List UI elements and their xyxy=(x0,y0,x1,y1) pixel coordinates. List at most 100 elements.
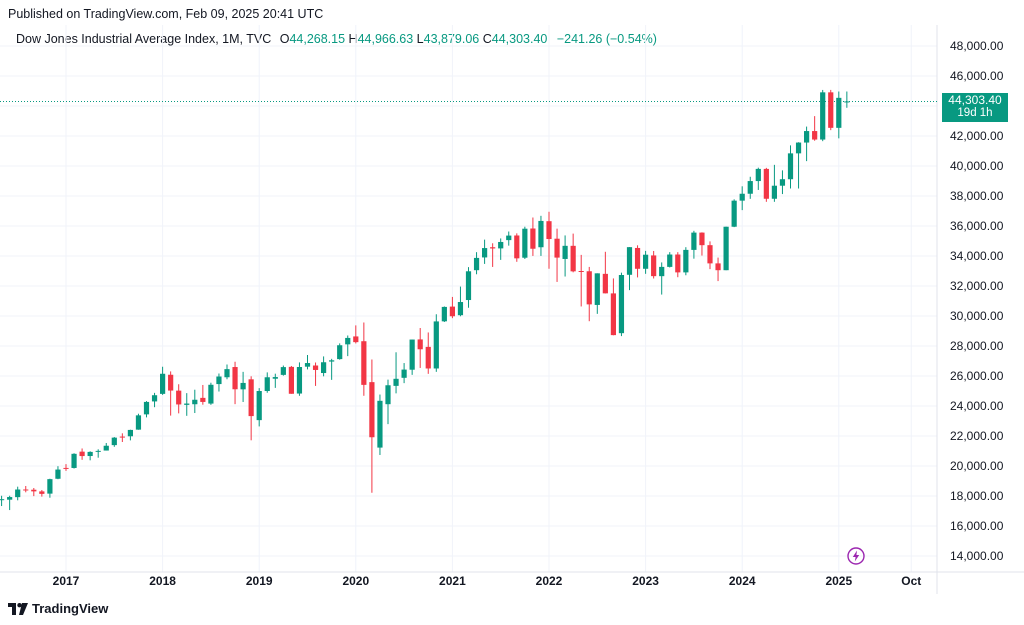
candle xyxy=(176,384,182,414)
candle xyxy=(280,365,286,376)
candle xyxy=(168,371,174,416)
candle xyxy=(87,451,93,461)
legend-change: −241.26 (−0.54%) xyxy=(556,32,657,46)
candle xyxy=(731,199,737,228)
candle xyxy=(610,278,616,336)
candle xyxy=(103,442,109,451)
candle-body xyxy=(232,367,238,390)
candle-body xyxy=(812,131,818,140)
candle-body xyxy=(473,257,480,271)
candle-body xyxy=(15,489,21,498)
candle xyxy=(417,328,423,368)
candle xyxy=(353,325,359,344)
candle-body xyxy=(465,271,472,301)
candle-body xyxy=(715,263,721,271)
candle xyxy=(651,250,657,279)
candle xyxy=(763,167,769,202)
candle-body xyxy=(47,479,53,494)
candle-body xyxy=(329,360,335,362)
x-tick-label: 2022 xyxy=(536,574,563,588)
candle xyxy=(667,252,673,268)
published-header: Published on TradingView.com, Feb 09, 20… xyxy=(8,7,324,21)
candle xyxy=(55,466,61,480)
candle-body xyxy=(200,397,206,402)
lightning-bolt-icon[interactable] xyxy=(847,547,865,565)
candle xyxy=(530,217,536,256)
candle xyxy=(643,250,649,274)
candle xyxy=(272,373,278,388)
candle-body xyxy=(634,247,641,269)
candle xyxy=(31,487,37,497)
x-tick-label: 2021 xyxy=(439,574,466,588)
candle-body xyxy=(176,390,182,405)
candle-body xyxy=(119,436,125,438)
y-tick-label: 42,000.00 xyxy=(950,129,1004,143)
x-tick-label: 2023 xyxy=(632,574,659,588)
candle xyxy=(659,262,665,295)
candle xyxy=(312,362,319,386)
candle-body xyxy=(127,429,133,437)
candle-body xyxy=(39,491,45,494)
candle xyxy=(216,373,222,392)
candle xyxy=(804,126,810,162)
candle xyxy=(409,339,415,375)
candle-body xyxy=(240,382,246,390)
candle xyxy=(127,429,133,441)
candle xyxy=(618,272,625,337)
candle-body xyxy=(433,321,439,369)
candle xyxy=(498,238,504,260)
candle-body xyxy=(449,306,455,317)
chart-legend: Dow Jones Industrial Average Index, 1M, … xyxy=(16,32,657,46)
candle-body xyxy=(345,337,351,345)
y-tick-label: 14,000.00 xyxy=(950,549,1004,563)
candle-body xyxy=(361,341,367,385)
candle-body xyxy=(659,266,665,277)
candle xyxy=(119,433,125,442)
candle xyxy=(812,116,818,141)
candle-body xyxy=(667,254,673,267)
candle xyxy=(755,167,761,190)
y-tick-label: 30,000.00 xyxy=(950,309,1004,323)
candle xyxy=(506,231,512,246)
candle-body xyxy=(699,232,705,246)
candle-body xyxy=(844,101,850,103)
candle-body xyxy=(417,339,423,350)
candle-body xyxy=(312,365,319,370)
candle-body xyxy=(393,378,399,386)
candle-body xyxy=(530,228,536,249)
candle-body xyxy=(651,255,657,277)
candle-body xyxy=(288,366,294,394)
candle xyxy=(79,448,85,460)
candle xyxy=(200,384,206,405)
candle xyxy=(441,306,447,322)
candle xyxy=(465,267,472,308)
candle-body xyxy=(321,362,327,374)
candle xyxy=(691,230,697,259)
candle-body xyxy=(369,382,375,438)
candle xyxy=(820,89,826,142)
candle xyxy=(538,215,544,256)
candle-body xyxy=(546,221,552,240)
candle xyxy=(111,437,117,447)
candle xyxy=(151,392,158,408)
candle-body xyxy=(248,379,254,417)
candle-body xyxy=(71,453,77,468)
candle-body xyxy=(723,226,729,271)
tradingview-brand[interactable]: TradingView xyxy=(8,601,108,616)
candle xyxy=(296,362,303,396)
candle xyxy=(546,211,552,269)
candle-body xyxy=(87,451,93,457)
candle-body xyxy=(795,142,802,154)
candle-body xyxy=(610,293,616,336)
candle-body xyxy=(143,401,150,415)
candle xyxy=(675,252,681,278)
candle-body xyxy=(570,245,576,272)
candle xyxy=(449,296,455,319)
candle-body xyxy=(675,254,681,273)
y-tick-label: 22,000.00 xyxy=(950,429,1004,443)
candle-body xyxy=(731,200,737,227)
candle-body xyxy=(425,346,431,369)
candle xyxy=(473,252,480,275)
candle xyxy=(345,335,351,357)
